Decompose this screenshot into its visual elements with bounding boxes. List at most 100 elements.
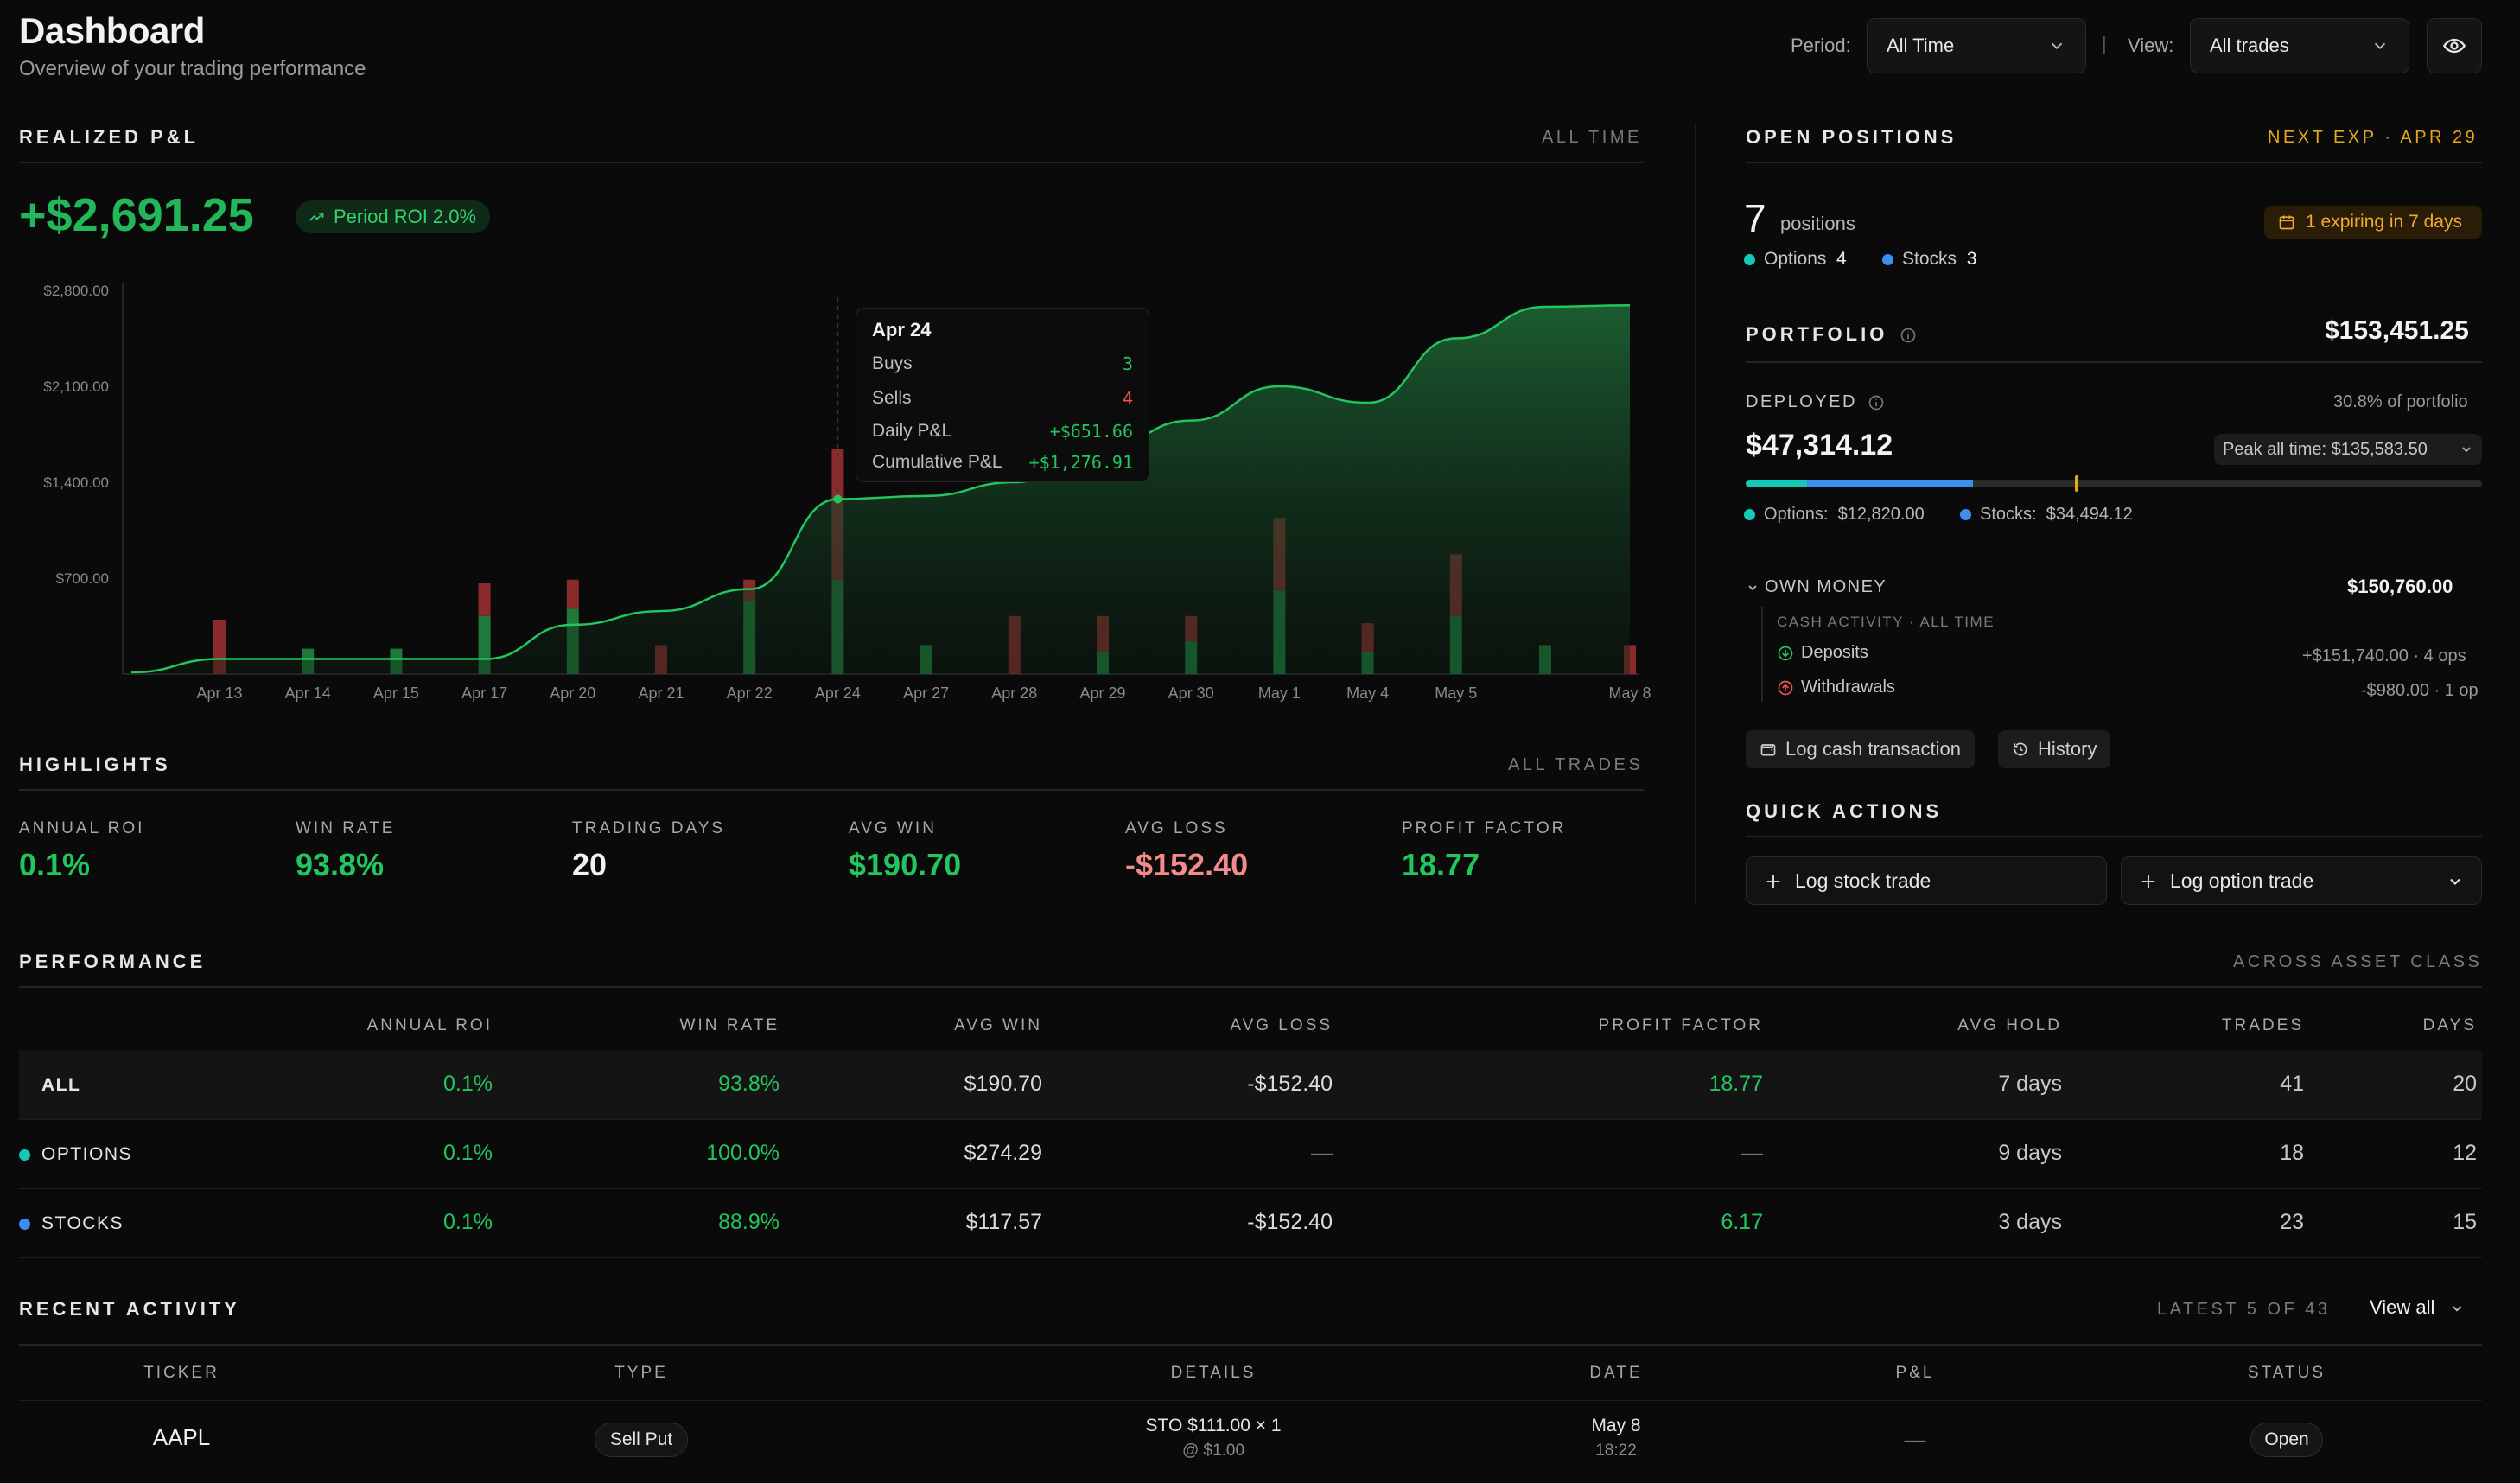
performance-cell: 6.17 [1721, 1210, 1763, 1234]
activity-ticker: AAPL [152, 1424, 211, 1450]
tooltip-sells: Sells 4 [872, 388, 1133, 409]
realized-pnl-title: REALIZED P&L [19, 126, 200, 148]
recent-activity-title: RECENT ACTIVITY [19, 1298, 240, 1320]
positions-count-label: positions [1780, 213, 1855, 234]
highlights-title: HIGHLIGHTS [19, 754, 171, 775]
performance-cell: $117.57 [965, 1210, 1042, 1234]
view-select[interactable]: All trades [2190, 18, 2409, 73]
log-option-trade-button[interactable]: Log option trade [2121, 856, 2482, 905]
options-dot [1744, 253, 1755, 265]
activity-column-header: DETAILS [1170, 1364, 1257, 1382]
arrow-up-circle-icon [1778, 680, 1793, 696]
period-select[interactable]: All Time [1867, 18, 2086, 73]
highlight-label: AVG WIN [849, 819, 937, 837]
withdrawals-value: -$980.00 · 1 op [2361, 681, 2479, 700]
column-divider [1695, 123, 1696, 905]
performance-row-name: ALL [41, 1075, 81, 1095]
x-tick-label: May 8 [1608, 684, 1651, 702]
history-icon [2014, 742, 2027, 756]
tooltip-date: Apr 24 [872, 319, 932, 341]
options-amount: Options: $12,820.00 [1744, 505, 1925, 525]
divider [1746, 162, 2482, 163]
x-tick-label: Apr 28 [991, 684, 1037, 702]
x-tick-label: Apr 14 [285, 684, 331, 702]
performance-column-header: ANNUAL ROI [366, 1016, 493, 1034]
open-positions-title: OPEN POSITIONS [1746, 126, 1957, 148]
trending-up-icon [309, 213, 324, 221]
performance-cell: 20 [2453, 1072, 2477, 1096]
toggle-visibility-button[interactable] [2427, 18, 2482, 73]
performance-cell: 18 [2280, 1141, 2304, 1165]
tree-line [1761, 607, 1763, 702]
portfolio-value: $153,451.25 [2325, 316, 2469, 345]
activity-type-badge: Sell Put [595, 1423, 688, 1457]
chevron-down-icon [2452, 1306, 2461, 1312]
view-select-value: All trades [2210, 35, 2289, 56]
performance-cell: 9 days [1998, 1141, 2062, 1165]
performance-row-name: STOCKS [19, 1213, 124, 1234]
stocks-amount: Stocks: $34,494.12 [1960, 505, 2133, 525]
deployed-value: $47,314.12 [1746, 429, 1893, 461]
x-tick-label: Apr 27 [903, 684, 949, 702]
performance-cell: $190.70 [964, 1072, 1042, 1096]
chart-tooltip: Apr 24 Buys 3 Sells 4 Daily P&L +$651.66 Cu… [856, 308, 1149, 482]
y-tick-label: $2,800.00 [43, 283, 109, 299]
performance-cell: -$152.40 [1247, 1210, 1333, 1234]
performance-row-name: OPTIONS [19, 1144, 132, 1165]
x-tick-label: May 1 [1258, 684, 1301, 702]
deployed-percent: 30.8% of portfolio [2333, 392, 2468, 411]
info-icon[interactable] [1900, 327, 1917, 344]
sell-bar [566, 579, 579, 609]
chevron-down-icon [2374, 42, 2386, 50]
performance-cell: 15 [2453, 1210, 2477, 1234]
pnl-chart[interactable]: $2,800.00 $2,100.00 $1,400.00 $700.00 Apr 1… [0, 268, 1659, 709]
pnl-line [130, 303, 1631, 674]
activity-column-header: DATE [1589, 1364, 1643, 1382]
cash-activity-label: CASH ACTIVITY · ALL TIME [1777, 614, 1995, 630]
eye-icon [2442, 38, 2466, 54]
x-tick-label: May 5 [1435, 684, 1477, 702]
performance-title: PERFORMANCE [19, 951, 207, 972]
x-tick-label: Apr 21 [638, 684, 684, 702]
peak-dropdown[interactable]: Peak all time: $135,583.50 [2214, 434, 2482, 465]
divider [1746, 836, 2482, 837]
quick-actions-title: QUICK ACTIONS [1746, 800, 1943, 822]
activity-details-sub: @ $1.00 [1181, 1442, 1245, 1460]
own-money-toggle[interactable]: OWN MONEY [1746, 577, 1887, 597]
performance-cell: — [1311, 1141, 1333, 1165]
realized-pnl-scope: ALL TIME [1542, 128, 1642, 147]
x-tick-label: Apr 13 [196, 684, 242, 702]
activity-column-header: TICKER [143, 1364, 220, 1382]
next-expiry: NEXT EXP · APR 29 [2268, 128, 2479, 147]
deposits-label: Deposits [1777, 643, 1868, 663]
y-tick-label: $700.00 [56, 570, 109, 587]
performance-cell: -$152.40 [1247, 1072, 1333, 1096]
log-stock-trade-button[interactable]: Log stock trade [1746, 856, 2107, 905]
y-tick-label: $1,400.00 [43, 474, 109, 491]
divider [19, 986, 2482, 988]
performance-cell: 0.1% [443, 1210, 493, 1234]
x-tick-label: Apr 22 [727, 684, 773, 702]
withdrawals-label: Withdrawals [1777, 678, 1895, 697]
performance-cell: 7 days [1998, 1072, 2062, 1096]
highlight-label: WIN RATE [296, 819, 396, 837]
highlight-value: 0.1% [19, 847, 91, 882]
tooltip-cumulative-pnl: Cumulative P&L +$1,276.91 [872, 452, 1133, 473]
x-tick-label: Apr 17 [461, 684, 507, 702]
performance-scope: ACROSS ASSET CLASS [2233, 952, 2483, 971]
deployed-bar-options [1746, 480, 1808, 487]
performance-cell: 0.1% [443, 1141, 493, 1165]
calendar-icon [2279, 215, 2294, 230]
view-all-button[interactable]: View all [2370, 1296, 2465, 1319]
chevron-down-icon [1748, 585, 1757, 590]
peak-marker [2075, 475, 2079, 492]
info-icon[interactable] [1868, 394, 1885, 411]
x-tick-label: Apr 24 [815, 684, 861, 702]
deployed-bar [1746, 480, 2482, 487]
history-button[interactable]: History [1998, 730, 2111, 768]
highlight-label: AVG LOSS [1125, 819, 1228, 837]
performance-cell: 41 [2280, 1072, 2304, 1096]
view-label: View: [2128, 35, 2174, 56]
log-cash-transaction-button[interactable]: Log cash transaction [1746, 730, 1976, 768]
activity-details: STO $111.00 × 1 [1145, 1416, 1282, 1435]
